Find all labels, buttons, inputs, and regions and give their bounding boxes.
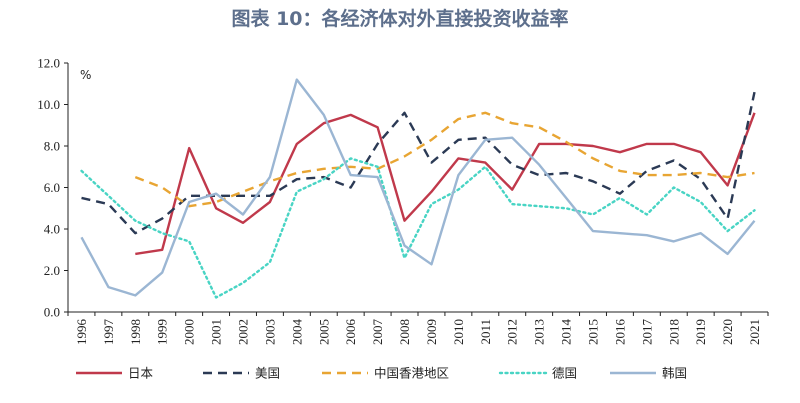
legend-label-1: 美国 — [255, 366, 280, 381]
x-tick-label: 2004 — [289, 319, 304, 346]
series-line-3 — [80, 157, 756, 299]
chart-title: 图表 10：各经济体对外直接投资收益率 — [231, 8, 569, 30]
x-tick-label: 1998 — [128, 319, 143, 345]
series-line-0 — [135, 112, 756, 256]
x-tick-label: 2016 — [612, 319, 627, 346]
series-line-2 — [134, 111, 755, 208]
y-tick-label: 6.0 — [44, 180, 60, 195]
x-tick-label: 2018 — [666, 319, 681, 345]
legend-label-0: 日本 — [128, 366, 154, 381]
x-tick-label: 2011 — [478, 319, 493, 345]
x-axis-ticks: 1996 1997 1998 1999 2000 2001 2002 2003 2004 2005… — [67, 312, 769, 346]
x-tick-label: 2021 — [747, 319, 762, 345]
x-tick-label: 2003 — [262, 319, 277, 345]
series-line-4 — [80, 78, 756, 297]
x-tick-label: 2007 — [370, 319, 385, 346]
x-tick-label: 2000 — [182, 319, 197, 345]
y-tick-label: 12.0 — [37, 56, 60, 71]
legend-label-3: 德国 — [552, 366, 577, 381]
x-tick-label: 2008 — [397, 319, 412, 345]
y-axis-label: % — [80, 68, 91, 82]
y-axis-ticks: 0.0 2.0 4.0 6.0 8.0 10.0 12.0 — [37, 56, 68, 320]
y-tick-label: 4.0 — [44, 222, 60, 237]
x-tick-label: 2019 — [693, 319, 708, 345]
x-tick-label: 1999 — [155, 319, 170, 345]
x-tick-label: 2020 — [720, 319, 735, 345]
x-tick-label: 1997 — [101, 319, 116, 346]
legend-label-2: 中国香港地区 — [374, 366, 449, 381]
x-tick-label: 2017 — [639, 319, 654, 346]
legend-label-4: 韩国 — [662, 366, 687, 381]
x-tick-label: 2015 — [586, 319, 601, 345]
x-tick-label: 2010 — [451, 319, 466, 345]
chart-legend: 日本 美国 中国香港地区 德国 韩国 — [76, 366, 687, 381]
y-tick-label: 0.0 — [44, 305, 60, 320]
series-line-1 — [81, 91, 756, 235]
x-tick-label: 1996 — [74, 319, 89, 346]
y-tick-label: 10.0 — [37, 97, 60, 112]
x-tick-label: 2006 — [343, 319, 358, 346]
chart-axes — [67, 63, 768, 313]
x-tick-label: 2009 — [424, 319, 439, 345]
x-tick-label: 2014 — [559, 319, 574, 346]
x-tick-label: 2001 — [209, 319, 224, 345]
y-tick-label: 8.0 — [44, 139, 60, 154]
x-tick-label: 2002 — [236, 319, 251, 345]
chart-series — [80, 78, 756, 299]
y-tick-label: 2.0 — [44, 263, 60, 278]
x-tick-label: 2005 — [316, 319, 331, 345]
x-tick-label: 2012 — [505, 319, 520, 345]
x-tick-label: 2013 — [532, 319, 547, 345]
